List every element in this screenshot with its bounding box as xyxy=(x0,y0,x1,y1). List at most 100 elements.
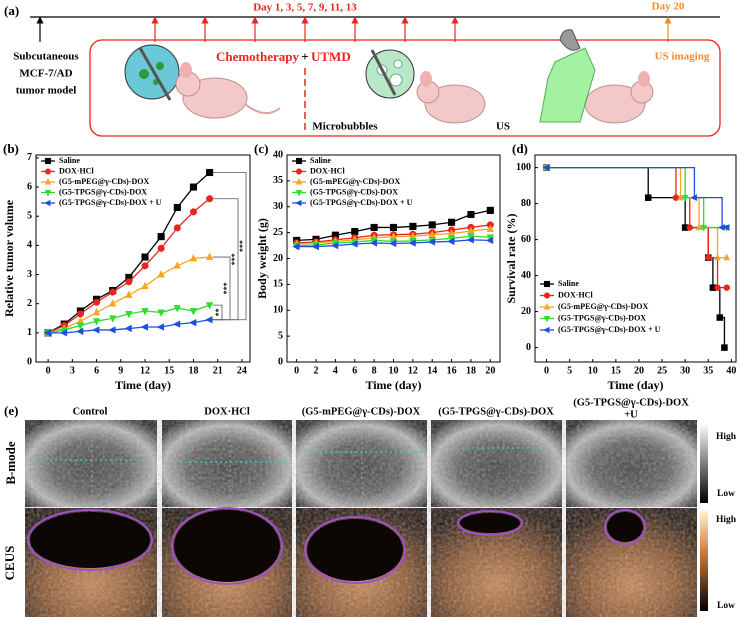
marker xyxy=(408,239,416,247)
marker xyxy=(466,236,474,244)
y-tick-label: 30 xyxy=(273,201,283,212)
marker xyxy=(311,242,319,251)
significance-label: *** xyxy=(222,282,231,294)
marker xyxy=(125,278,133,286)
legend-label: (G5-TPGS@γ-CDs)-DOX + U xyxy=(59,198,162,207)
x-axis-title: Time (day) xyxy=(607,378,663,392)
x-axis-title: Time (day) xyxy=(365,378,421,392)
x-tick-label: 18 xyxy=(188,365,198,376)
marker xyxy=(205,252,214,260)
legend-label: Saline xyxy=(558,279,579,288)
y-tick-label: 1 xyxy=(27,327,32,338)
y-tick-label: 100 xyxy=(516,162,531,173)
panel-label: (c) xyxy=(254,141,268,156)
marker xyxy=(141,253,149,261)
scale-label: High xyxy=(716,432,737,442)
x-tick-label: 35 xyxy=(703,365,713,376)
y-tick-label: 10 xyxy=(273,305,283,316)
marker xyxy=(486,206,494,214)
x-tick-label: 15 xyxy=(611,365,621,376)
marker xyxy=(109,299,117,307)
x-tick-label: 0 xyxy=(294,365,299,376)
marker xyxy=(59,329,68,337)
dosing-days: Day 1, 3, 5, 7, 9, 11, 13 xyxy=(253,2,357,14)
legend-label: (G5-mPEG@γ-CDs)-DOX xyxy=(558,302,649,311)
legend-marker xyxy=(44,168,52,175)
panel-e: (e) Control DOX·HCl (G5-mPEG@γ-CDs)-DOX … xyxy=(2,397,737,617)
legend-marker xyxy=(543,280,551,288)
marker xyxy=(92,326,100,334)
y-tick-label: 20 xyxy=(273,253,283,264)
marker xyxy=(722,224,730,231)
x-tick-label: 25 xyxy=(657,365,667,376)
x-tick-label: 10 xyxy=(389,365,399,376)
marker xyxy=(205,302,214,310)
significance-bracket xyxy=(212,304,223,321)
marker xyxy=(467,210,475,219)
marker xyxy=(644,194,652,201)
x-axis-title: Time (day) xyxy=(115,378,171,392)
marker xyxy=(189,208,198,216)
marker xyxy=(369,239,378,247)
marker xyxy=(189,308,198,316)
marker xyxy=(695,223,703,231)
significance-label: ** xyxy=(214,308,223,316)
marker xyxy=(677,193,684,201)
marker xyxy=(76,310,84,318)
marker xyxy=(428,221,436,229)
plus-text: + xyxy=(301,49,308,64)
model-text: tumor model xyxy=(16,85,77,97)
legend-marker xyxy=(44,178,52,185)
significance-label: *** xyxy=(238,240,247,252)
y-axis-title: Body weight (g) xyxy=(255,218,269,299)
marker xyxy=(141,281,149,290)
legend-label: Saline xyxy=(310,156,331,165)
legend-label: (G5-mPEG@γ-CDs)-DOX xyxy=(310,177,401,186)
marker xyxy=(292,242,300,251)
final-day: Day 20 xyxy=(652,1,685,13)
x-tick-label: 9 xyxy=(118,365,123,376)
marker xyxy=(173,224,181,232)
panel-label: (e) xyxy=(4,403,18,418)
step-line xyxy=(546,166,727,229)
marker xyxy=(189,253,198,262)
legend-label: Saline xyxy=(59,156,80,165)
legend-marker xyxy=(44,199,51,207)
marker xyxy=(124,324,132,333)
column-header: (G5-TPGS@γ-CDs)-DOX xyxy=(573,397,689,408)
marker xyxy=(389,223,398,231)
x-tick-label: 14 xyxy=(427,365,437,376)
x-tick-label: 12 xyxy=(140,365,150,376)
row-label: CEUS xyxy=(2,546,17,581)
legend-label: (G5-TPGS@γ-CDs)-DOX xyxy=(310,187,398,196)
legend-label: (G5-TPGS@γ-CDs)-DOX + U xyxy=(310,198,413,207)
marker xyxy=(447,237,455,246)
legend-marker xyxy=(295,168,303,175)
legend-label: DOX·HCl xyxy=(310,166,345,175)
marker xyxy=(109,315,117,323)
marker xyxy=(125,311,133,319)
illustration xyxy=(124,29,654,124)
marker xyxy=(173,305,182,313)
panel-a: (a) Day 1, 3, 5, 7, 9, 11, 13 Day 20 Sub… xyxy=(4,1,721,137)
model-text: MCF-7/AD xyxy=(19,68,72,80)
treatment-box xyxy=(89,39,721,137)
marker xyxy=(172,320,181,328)
significance-label: *** xyxy=(230,253,239,265)
y-tick-label: 40 xyxy=(273,149,283,160)
marker xyxy=(141,308,149,316)
marker xyxy=(173,261,182,269)
legend-marker xyxy=(543,316,551,323)
x-tick-label: 8 xyxy=(372,365,377,376)
y-tick-label: 4 xyxy=(27,240,32,251)
legend-marker xyxy=(44,157,52,165)
us-imaging-text: US imaging xyxy=(655,51,710,63)
y-tick-label: 25 xyxy=(273,227,283,238)
marker xyxy=(351,228,359,236)
y-axis-title: Survival rate (%) xyxy=(504,214,518,304)
us-text: US xyxy=(496,121,510,133)
legend-label: (G5-TPGS@γ-CDs)-DOX xyxy=(59,187,147,196)
column-header: (G5-TPGS@γ-CDs)-DOX xyxy=(438,406,554,417)
marker xyxy=(723,284,731,291)
